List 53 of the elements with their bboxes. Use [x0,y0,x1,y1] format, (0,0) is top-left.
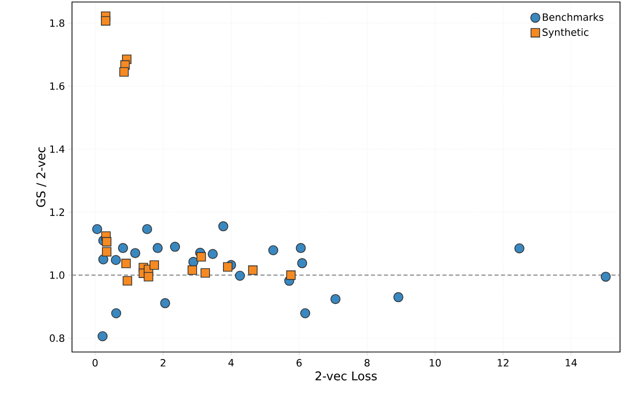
x-tick-label: 10 [430,359,441,367]
point [102,237,112,246]
point [330,294,340,304]
legend-label: Synthetic [542,28,588,38]
point [160,298,170,308]
x-tick-label: 4 [228,359,234,366]
legend-label: Benchmarks [542,13,604,21]
point [514,243,524,254]
point [393,292,404,302]
x-tick-label: 12 [498,359,508,366]
x-tick-label: 14 [566,359,577,366]
point [170,242,180,252]
point [119,67,129,77]
point [144,272,154,282]
point [98,331,108,342]
point [297,258,308,268]
y-tick-label: 1.6 [50,82,64,90]
y-axis-title: GS / 2-vec [36,147,46,207]
x-tick-label: 8 [364,359,370,367]
point [102,247,112,257]
y-tick-label: 0.8 [50,334,64,342]
x-tick-label: 2 [160,359,166,366]
point [268,245,278,256]
point [92,224,102,234]
point [188,265,198,275]
point [152,243,163,254]
point [286,270,296,280]
x-tick-label: 0 [92,359,98,367]
point [208,249,218,260]
y-tick-label: 1.2 [50,208,64,216]
point [218,221,228,232]
point [150,260,159,270]
point [223,262,232,272]
x-axis-title: 2-vec Loss [316,371,377,380]
point [122,276,132,286]
point [300,308,310,318]
point [296,243,306,254]
point [142,224,152,234]
point [196,252,206,262]
point [600,272,611,282]
point [110,255,121,266]
point [118,243,128,254]
point [200,268,210,278]
point [234,270,245,281]
point [130,248,140,258]
point [121,258,131,268]
y-tick-label: 1.4 [50,145,64,153]
y-tick-label: 1.8 [50,19,64,27]
y-tick-label: 1.0 [50,271,64,279]
point [111,308,122,318]
x-tick-label: 6 [296,359,302,367]
point [100,16,110,26]
point [248,265,258,275]
